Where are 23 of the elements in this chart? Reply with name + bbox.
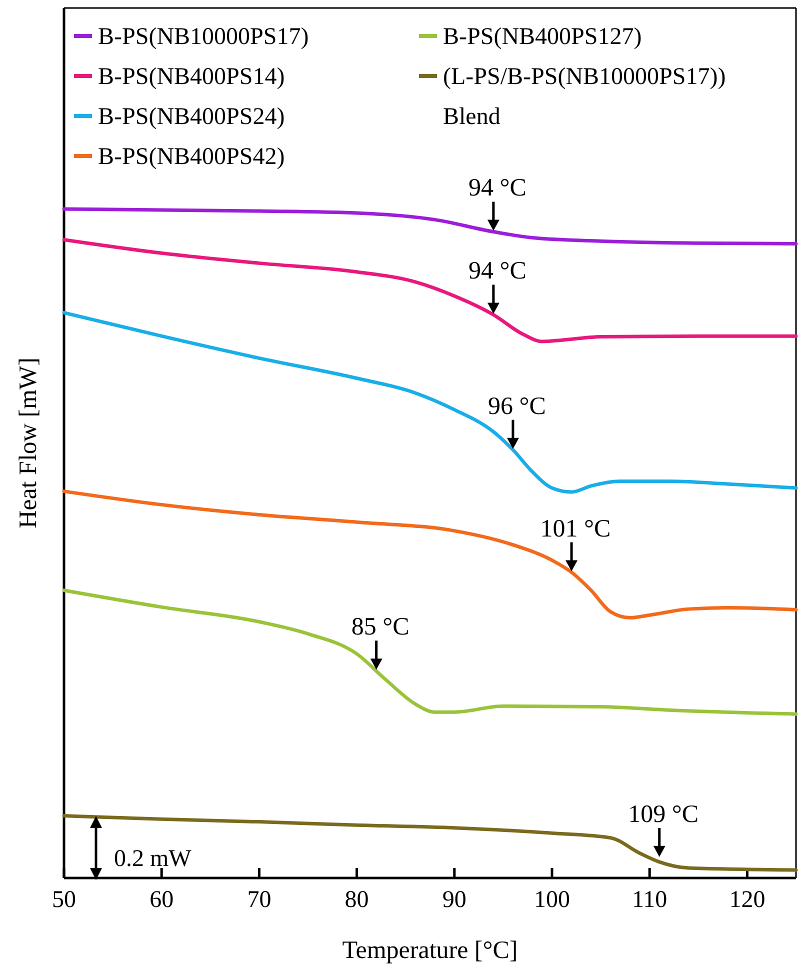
x-tick-label: 110 <box>632 887 668 914</box>
y-axis-title: Heat Flow [mW] <box>15 358 42 528</box>
legend-label: B-PS(NB400PS42) <box>98 144 285 170</box>
x-tick-label: 70 <box>247 887 272 914</box>
legend-label: B-PS(NB400PS14) <box>98 64 285 90</box>
legend-label: B-PS(NB400PS24) <box>98 104 285 130</box>
x-axis-title: Temperature [°C] <box>342 937 518 964</box>
annotation: 85 °C <box>351 614 410 641</box>
x-tick-label: 100 <box>534 887 570 914</box>
annotation: 101 °C <box>540 515 611 542</box>
legend-label: B-PS(NB400PS127) <box>443 24 642 50</box>
annotation: 94 °C <box>468 174 526 202</box>
annotation: 0.2 mW <box>114 846 192 872</box>
x-tick-label: 50 <box>52 887 76 914</box>
annotation: 109 °C <box>628 800 699 828</box>
legend-label: B-PS(NB10000PS17) <box>98 24 309 50</box>
x-tick-label: 80 <box>344 887 369 914</box>
x-tick-label: 120 <box>729 887 766 914</box>
annotation: 94 °C <box>468 258 526 285</box>
x-tick-label: 60 <box>150 887 174 914</box>
annotation: 96 °C <box>488 392 546 420</box>
legend-label: (L-PS/B-PS(NB10000PS17)) Blend <box>443 64 726 130</box>
x-tick-label: 90 <box>442 887 466 914</box>
